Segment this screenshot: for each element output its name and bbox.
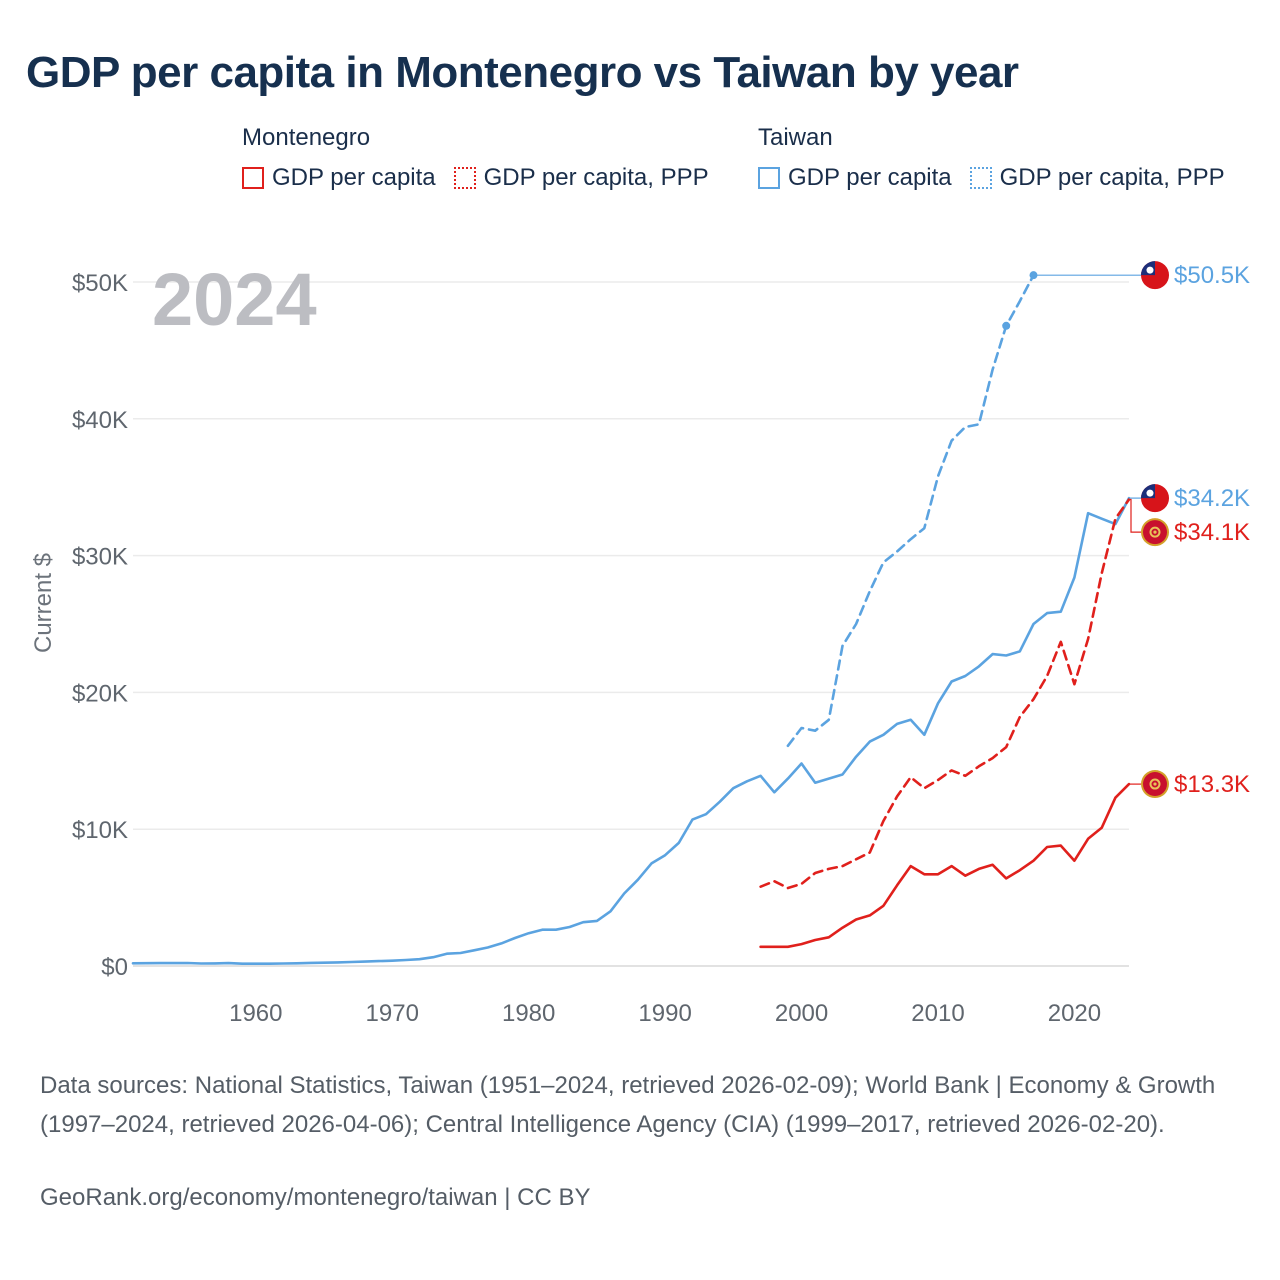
x-tick-label: 2010 [911, 1000, 964, 1027]
legend-item-taiwan-gdp[interactable]: GDP per capita [758, 164, 952, 192]
x-tick-label: 1990 [638, 1000, 691, 1027]
y-axis-ticks: $0 $10K $20K $30K $40K $50K [72, 270, 128, 981]
legend-taiwan: Taiwan GDP per capita GDP per capita, PP… [758, 124, 1225, 192]
y-axis-label: Current $ [30, 553, 57, 653]
end-label-connector [1129, 498, 1141, 533]
y-tick-label: $30K [72, 544, 128, 571]
x-tick-label: 1970 [366, 1000, 419, 1027]
montenegro-flag-icon [1141, 770, 1169, 799]
data-sources: Data sources: National Statistics, Taiwa… [40, 1072, 1216, 1138]
series-end-marker [1029, 271, 1038, 280]
series-line-montenegro-ppp [759, 498, 1131, 890]
legend-swatch [242, 167, 264, 189]
x-tick-label: 2020 [1048, 1000, 1101, 1027]
x-tick-label: 1960 [229, 1000, 282, 1027]
flag-emblem [1149, 526, 1161, 538]
legend-swatch [969, 167, 992, 189]
legend-label: GDP per capita [788, 164, 952, 191]
y-tick-label: $10K [72, 817, 128, 844]
legend-swatch [453, 167, 476, 189]
legend-group-title: Taiwan [758, 124, 833, 151]
flag-emblem-center [1153, 782, 1157, 786]
series-layer [131, 271, 1131, 966]
flag-emblem-center [1153, 530, 1157, 534]
legend-group-title: Montenegro [242, 124, 371, 151]
x-axis-ticks: 1960 1970 1980 1990 2000 2010 2020 [229, 1000, 1101, 1027]
x-tick-label: 2000 [775, 1000, 828, 1027]
taiwan-flag-icon [1141, 484, 1169, 513]
flag-emblem [1149, 778, 1161, 790]
gridlines [133, 281, 1129, 967]
legend-item-taiwan-gdp-ppp[interactable]: GDP per capita, PPP [969, 164, 1225, 192]
end-labels: $50.5K $34.2K $34.1K $13.3K [1033, 261, 1250, 799]
flag-sun [1146, 266, 1154, 274]
y-tick-label: $0 [101, 954, 128, 981]
end-value-label: $34.1K [1174, 519, 1250, 546]
legend-label: GDP per capita, PPP [999, 164, 1225, 191]
y-tick-label: $40K [72, 407, 128, 434]
series-line-taiwan-gdp [131, 496, 1131, 966]
legend-montenegro: Montenegro GDP per capita GDP per capita… [242, 124, 709, 192]
legend-swatch [758, 167, 780, 189]
end-value-label: $13.3K [1174, 771, 1250, 798]
legend-item-montenegro-gdp[interactable]: GDP per capita [242, 164, 436, 192]
legend-label: GDP per capita, PPP [483, 164, 709, 191]
series-line-montenegro-gdp [759, 782, 1131, 949]
montenegro-flag-icon [1141, 518, 1169, 547]
chart-title: GDP per capita in Montenegro vs Taiwan b… [26, 48, 1019, 97]
legend-item-montenegro-gdp-ppp[interactable]: GDP per capita, PPP [453, 164, 709, 192]
x-tick-label: 1980 [502, 1000, 555, 1027]
series-line-taiwan-ppp [786, 273, 1035, 748]
y-tick-label: $20K [72, 680, 128, 707]
legend-label: GDP per capita [272, 164, 436, 191]
y-tick-label: $50K [72, 270, 128, 297]
year-label: 2024 [152, 258, 317, 341]
series-end-marker [1002, 321, 1011, 330]
end-value-label: $34.2K [1174, 485, 1250, 512]
flag-sun [1146, 489, 1154, 497]
taiwan-flag-icon [1141, 261, 1169, 290]
end-value-label: $50.5K [1174, 262, 1250, 289]
credit-link[interactable]: GeoRank.org/economy/montenegro/taiwan | … [40, 1184, 591, 1211]
